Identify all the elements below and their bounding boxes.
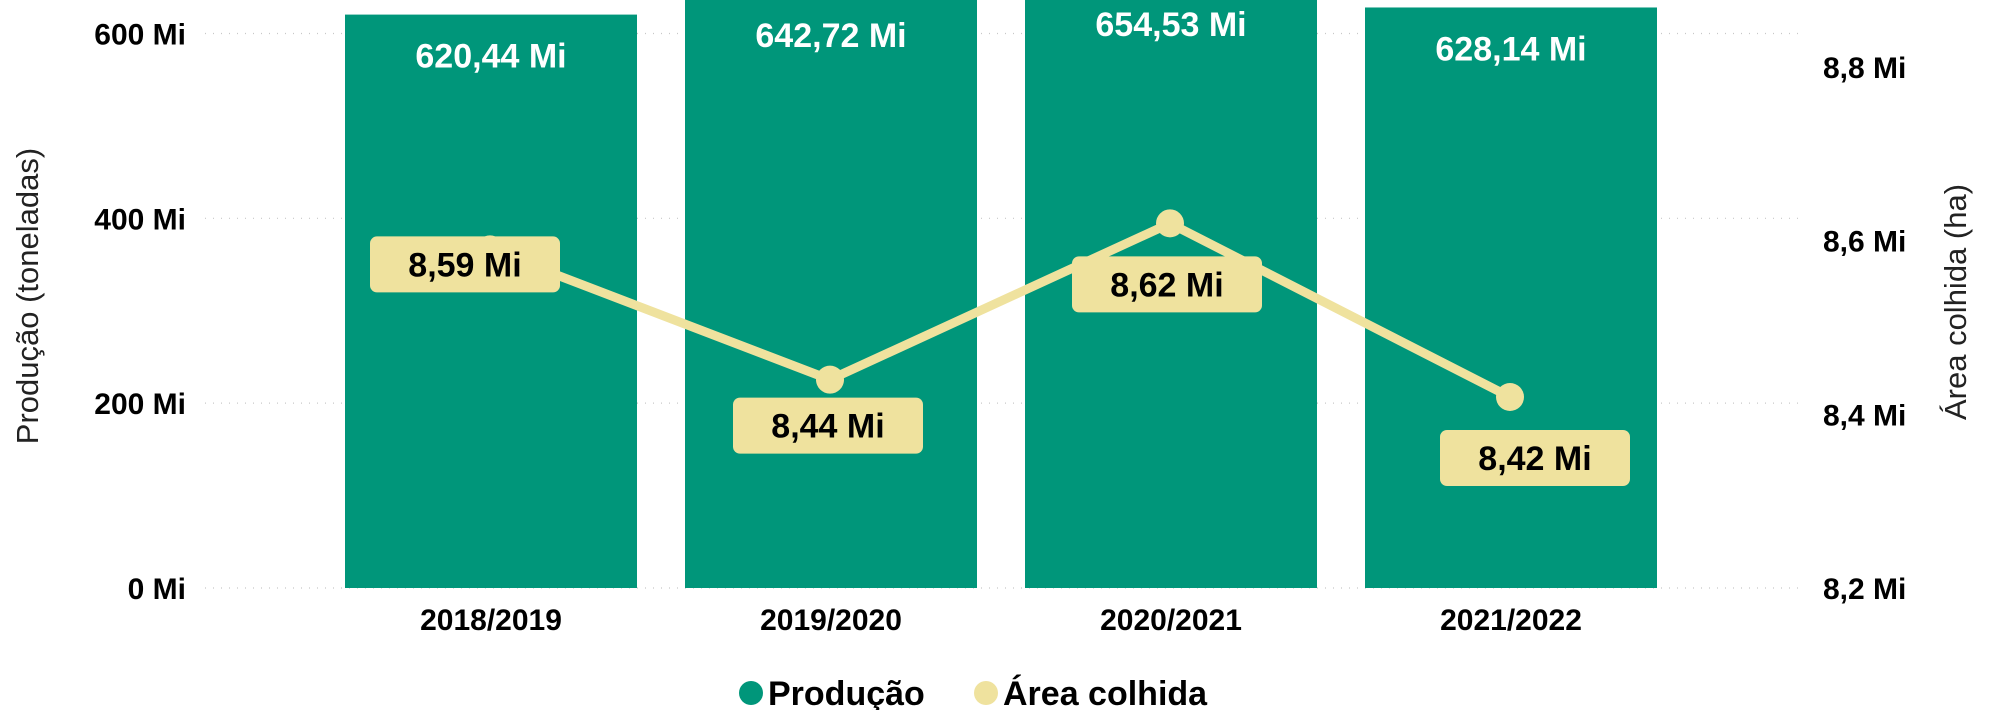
legend-label-producao: Produção	[768, 675, 925, 710]
y-tick-label: 200 Mi	[94, 388, 186, 421]
bar-value-label: 620,44 Mi	[415, 38, 566, 76]
bar-value-label: 654,53 Mi	[1095, 6, 1246, 44]
line-value-badge	[1440, 430, 1630, 486]
line-value-badge	[370, 236, 560, 293]
x-tick-label: 2021/2022	[1440, 604, 1582, 637]
legend-label-area-colhida: Área colhida	[1003, 675, 1208, 710]
line-value-badge	[733, 397, 923, 454]
line-value-badge	[1072, 256, 1262, 313]
line-value-label: 8,62 Mi	[1110, 266, 1223, 304]
y2-tick-label: 8,2 Mi	[1823, 573, 1906, 606]
line-value-label: 8,59 Mi	[408, 246, 521, 284]
line-point	[816, 365, 844, 394]
y2-tick-label: 8,6 Mi	[1823, 226, 1906, 259]
legend-swatch-producao	[739, 681, 763, 705]
legend-swatch-area-colhida	[974, 681, 998, 705]
y-tick-label: 400 Mi	[94, 203, 186, 236]
y-axis-right-title: Área colhida (ha)	[1938, 184, 1973, 420]
y-axis-left-title: Produção (toneladas)	[10, 148, 45, 444]
legend: Produção Área colhida	[739, 675, 1208, 710]
x-axis-ticks: 2018/2019 2019/2020 2020/2021 2021/2022	[420, 604, 1582, 637]
x-tick-label: 2020/2021	[1100, 604, 1242, 637]
bar-producao	[1365, 7, 1657, 589]
bar-value-label: 642,72 Mi	[755, 17, 906, 55]
line-value-label: 8,44 Mi	[771, 408, 884, 446]
bar-producao	[345, 14, 637, 588]
bars	[345, 0, 1657, 589]
y-axis-left-ticks: 0 Mi 200 Mi 400 Mi 600 Mi	[94, 18, 186, 606]
line-value-labels: 8,59 Mi 8,44 Mi 8,62 Mi 8,42 Mi	[370, 236, 1630, 486]
line-area-colhida	[485, 218, 1515, 402]
y2-tick-label: 8,4 Mi	[1823, 399, 1906, 432]
x-tick-label: 2018/2019	[420, 604, 562, 637]
line-point	[1496, 383, 1524, 411]
line-value-label: 8,42 Mi	[1478, 440, 1591, 478]
y2-tick-label: 8,8 Mi	[1823, 52, 1906, 85]
y-tick-label: 0 Mi	[128, 573, 186, 606]
bar-value-labels: 620,44 Mi 642,72 Mi 654,53 Mi 628,14 Mi	[415, 6, 1586, 76]
line-point	[1156, 209, 1184, 238]
x-tick-label: 2019/2020	[760, 604, 902, 637]
y-axis-right-ticks: 8,2 Mi 8,4 Mi 8,6 Mi 8,8 Mi	[1823, 52, 1906, 606]
bar-value-label: 628,14 Mi	[1435, 30, 1586, 68]
y-tick-label: 600 Mi	[94, 18, 186, 51]
bar-producao	[685, 0, 977, 589]
